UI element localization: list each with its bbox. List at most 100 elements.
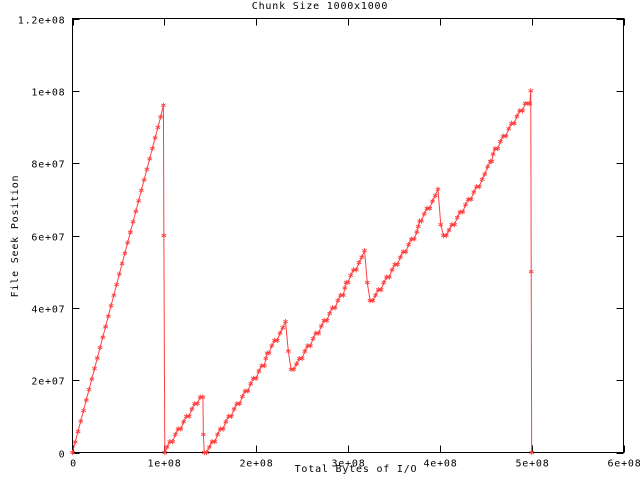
- data-point-marker: [403, 249, 409, 255]
- data-point-marker: [489, 158, 495, 164]
- data-point-marker: [141, 177, 147, 183]
- data-point-marker: [105, 313, 111, 319]
- data-point-marker: [200, 394, 206, 400]
- data-point-marker: [503, 133, 509, 139]
- data-point-marker: [324, 317, 330, 324]
- data-point-marker: [72, 439, 78, 445]
- data-point-marker: [432, 193, 438, 199]
- data-point-marker: [397, 254, 403, 260]
- data-point-marker: [364, 279, 370, 286]
- data-point-marker: [89, 376, 95, 382]
- data-point-marker: [310, 335, 316, 342]
- data-point-marker: [256, 368, 262, 374]
- data-point-marker: [212, 439, 218, 445]
- data-point-marker: [415, 223, 421, 230]
- y-tick-label: 0: [59, 450, 66, 461]
- data-point-marker: [527, 100, 533, 107]
- data-point-marker: [170, 439, 176, 445]
- data-point-marker: [248, 381, 254, 387]
- data-point-marker: [497, 138, 503, 145]
- data-point-marker: [155, 124, 161, 130]
- data-point-marker: [454, 214, 460, 221]
- data-point-marker: [189, 406, 195, 412]
- data-point-marker: [353, 267, 359, 273]
- x-axis-label: Total Bytes of I/O: [295, 464, 418, 475]
- data-point-marker: [86, 386, 92, 393]
- data-point-marker: [291, 366, 297, 372]
- data-point-marker: [100, 334, 106, 340]
- data-point-marker: [237, 401, 243, 407]
- data-point-marker: [253, 375, 259, 381]
- y-tick-label: 2e+07: [31, 377, 65, 388]
- data-point-marker: [468, 196, 474, 202]
- data-point-marker: [356, 260, 362, 266]
- chart-title: Chunk Size 1000x1000: [251, 1, 389, 12]
- data-point-marker: [340, 292, 346, 298]
- data-point-marker: [373, 292, 379, 298]
- data-point-marker: [78, 418, 84, 424]
- data-series-group: [70, 88, 535, 456]
- data-point-marker: [92, 365, 98, 372]
- data-point-marker: [528, 269, 534, 275]
- data-point-marker: [280, 325, 286, 331]
- y-tick-label: 4e+07: [31, 305, 65, 316]
- data-point-marker: [178, 426, 184, 432]
- data-point-marker: [97, 345, 103, 351]
- data-point-marker: [75, 428, 81, 435]
- data-point-marker: [327, 310, 333, 316]
- data-point-marker: [302, 348, 308, 354]
- data-point-marker: [485, 164, 491, 170]
- data-point-marker: [490, 151, 496, 157]
- data-point-marker: [316, 330, 322, 336]
- data-point-marker: [215, 431, 221, 438]
- x-tick-label: 5e+08: [515, 459, 549, 470]
- data-point-marker: [138, 187, 144, 193]
- data-point-marker: [194, 401, 200, 407]
- y-tick-label: 6e+07: [31, 233, 65, 244]
- data-point-marker: [430, 198, 435, 204]
- data-point-marker: [386, 274, 392, 280]
- data-point-marker: [359, 254, 365, 260]
- data-point-marker: [147, 156, 153, 162]
- data-point-marker: [395, 261, 401, 268]
- data-point-marker: [261, 363, 267, 369]
- data-point-marker: [294, 361, 300, 367]
- data-point-marker: [172, 431, 178, 438]
- series-markers: [70, 88, 535, 456]
- data-point-marker: [335, 298, 341, 304]
- data-point-marker: [529, 449, 535, 456]
- data-point-marker: [158, 114, 164, 120]
- data-point-marker: [136, 198, 142, 204]
- data-point-marker: [152, 135, 158, 141]
- data-point-marker: [370, 298, 376, 304]
- data-point-marker: [119, 261, 125, 267]
- data-point-marker: [274, 337, 280, 343]
- data-point-marker: [108, 303, 114, 309]
- data-point-marker: [460, 209, 466, 215]
- y-tick-group: 0 2e+07 4e+07 6e+07 8e+07 1e+08 1.2e+08: [18, 16, 624, 461]
- data-point-marker: [514, 113, 520, 119]
- data-point-marker: [206, 444, 212, 450]
- data-point-marker: [283, 318, 289, 325]
- data-point-marker: [263, 355, 269, 362]
- y-axis-label: File Seek Position: [10, 175, 21, 298]
- x-tick-label: 2e+08: [239, 459, 273, 470]
- data-point-marker: [231, 406, 237, 412]
- data-point-marker: [446, 227, 452, 233]
- data-point-marker: [127, 229, 133, 235]
- data-point-marker: [94, 355, 100, 361]
- data-point-marker: [204, 449, 210, 456]
- data-point-marker: [421, 211, 427, 217]
- x-tick-label: 3e+08: [331, 459, 365, 470]
- data-point-marker: [223, 419, 229, 425]
- data-point-marker: [103, 324, 109, 330]
- data-point-marker: [111, 292, 117, 298]
- data-point-marker: [269, 343, 275, 349]
- data-point-marker: [133, 208, 139, 214]
- data-point-marker: [81, 407, 86, 414]
- data-point-marker: [228, 413, 234, 419]
- y-tick-label: 1.2e+08: [18, 16, 66, 27]
- data-point-marker: [411, 236, 417, 242]
- x-tick-label: 6e+08: [607, 459, 640, 470]
